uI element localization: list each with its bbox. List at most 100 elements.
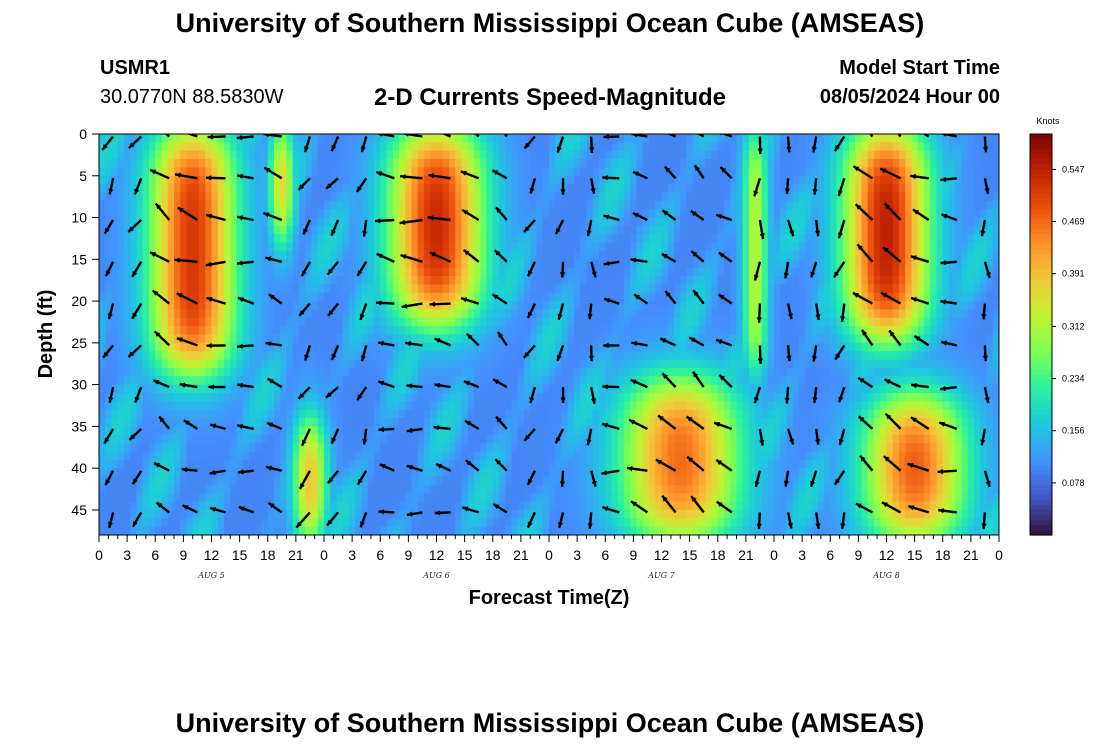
heatmap-cell <box>349 326 356 335</box>
heatmap-cell <box>187 268 194 277</box>
heatmap-cell <box>99 368 106 377</box>
heatmap-cell <box>580 243 587 252</box>
heatmap-cell <box>549 268 556 277</box>
heatmap-cell <box>424 502 431 511</box>
heatmap-cell <box>349 502 356 511</box>
heatmap-cell <box>293 385 300 394</box>
heatmap-cell <box>543 293 550 302</box>
heatmap-cell <box>630 243 637 252</box>
heatmap-cell <box>393 502 400 511</box>
heatmap-cell <box>437 134 444 143</box>
heatmap-cell <box>205 443 212 452</box>
heatmap-cell <box>237 410 244 419</box>
heatmap-cell <box>655 393 662 402</box>
heatmap-cell <box>418 451 425 460</box>
heatmap-cell <box>605 142 612 151</box>
heatmap-cell <box>462 468 469 477</box>
heatmap-cell <box>724 527 731 536</box>
heatmap-cell <box>730 360 737 369</box>
heatmap-cell <box>505 435 512 444</box>
heatmap-cell <box>137 293 144 302</box>
heatmap-cell <box>199 451 206 460</box>
heatmap-cell <box>412 142 419 151</box>
heatmap-cell <box>199 209 206 218</box>
heatmap-cell <box>149 418 156 427</box>
heatmap-cell <box>643 226 650 235</box>
heatmap-cell <box>224 326 231 335</box>
heatmap-cell <box>255 410 262 419</box>
heatmap-cell <box>149 209 156 218</box>
heatmap-cell <box>637 284 644 293</box>
heatmap-cell <box>499 243 506 252</box>
heatmap-cell <box>237 151 244 160</box>
heatmap-cell <box>318 477 325 486</box>
heatmap-cell <box>580 184 587 193</box>
heatmap-cell <box>268 176 275 185</box>
heatmap-cell <box>499 268 506 277</box>
heatmap-cell <box>99 276 106 285</box>
heatmap-cell <box>255 376 262 385</box>
heatmap-cell <box>705 493 712 502</box>
heatmap-cell <box>343 360 350 369</box>
heatmap-cell <box>574 243 581 252</box>
heatmap-cell <box>680 502 687 511</box>
heatmap-cell <box>405 435 412 444</box>
heatmap-cell <box>330 251 337 260</box>
heatmap-cell <box>443 151 450 160</box>
heatmap-cell <box>318 385 325 394</box>
heatmap-cell <box>237 435 244 444</box>
heatmap-cell <box>387 184 394 193</box>
heatmap-cell <box>293 368 300 377</box>
heatmap-cell <box>124 460 131 469</box>
heatmap-cell <box>449 368 456 377</box>
heatmap-cell <box>274 410 281 419</box>
heatmap-cell <box>162 276 169 285</box>
heatmap-cell <box>637 226 644 235</box>
heatmap-cell <box>493 151 500 160</box>
heatmap-cell <box>524 276 531 285</box>
heatmap-cell <box>574 527 581 536</box>
heatmap-cell <box>537 309 544 318</box>
heatmap-cell <box>605 309 612 318</box>
heatmap-cell <box>574 477 581 486</box>
heatmap-cell <box>512 192 519 201</box>
heatmap-cell <box>199 326 206 335</box>
heatmap-cell <box>212 234 219 243</box>
heatmap-cell <box>418 192 425 201</box>
heatmap-cell <box>649 368 656 377</box>
heatmap-cell <box>737 477 744 486</box>
heatmap-cell <box>649 176 656 185</box>
heatmap-cell <box>412 351 419 360</box>
heatmap-cell <box>137 326 144 335</box>
heatmap-cell <box>118 259 125 268</box>
heatmap-cell <box>312 393 319 402</box>
heatmap-cell <box>193 460 200 469</box>
heatmap-cell <box>299 159 306 168</box>
heatmap-cell <box>480 276 487 285</box>
heatmap-cell <box>737 518 744 527</box>
heatmap-cell <box>637 351 644 360</box>
heatmap-cell <box>405 192 412 201</box>
heatmap-cell <box>318 460 325 469</box>
heatmap-cell <box>112 451 119 460</box>
heatmap-cell <box>624 426 631 435</box>
heatmap-cell <box>699 477 706 486</box>
heatmap-cell <box>287 167 294 176</box>
heatmap-cell <box>737 318 744 327</box>
heatmap-cell <box>530 376 537 385</box>
heatmap-cell <box>393 167 400 176</box>
heatmap-cell <box>212 184 219 193</box>
heatmap-cell <box>705 167 712 176</box>
heatmap-cell <box>624 251 631 260</box>
heatmap-cell <box>530 209 537 218</box>
heatmap-cell <box>380 518 387 527</box>
heatmap-cell <box>330 209 337 218</box>
heatmap-cell <box>362 418 369 427</box>
heatmap-cell <box>380 284 387 293</box>
heatmap-cell <box>180 301 187 310</box>
heatmap-cell <box>318 451 325 460</box>
heatmap-cell <box>424 368 431 377</box>
heatmap-cell <box>280 151 287 160</box>
heatmap-cell <box>505 360 512 369</box>
heatmap-cell <box>612 234 619 243</box>
